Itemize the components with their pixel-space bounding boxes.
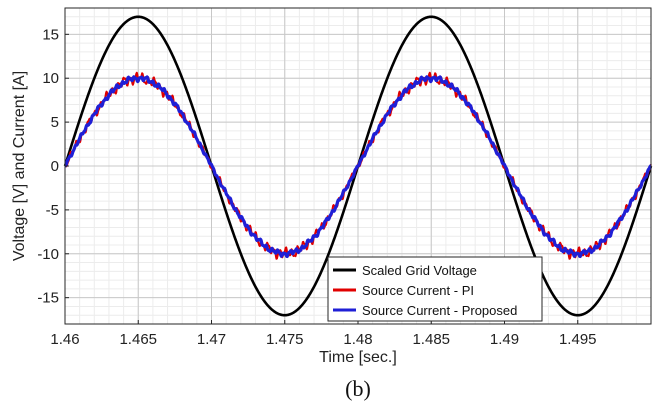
x-tick-label: 1.48: [343, 331, 372, 348]
y-tick-label: -15: [37, 290, 59, 307]
x-tick-label: 1.46: [50, 331, 79, 348]
legend: Scaled Grid Voltage Source Current - PI …: [327, 256, 543, 322]
y-tick-label: 10: [42, 70, 59, 87]
legend-box: [327, 256, 543, 322]
x-tick-label: 1.47: [197, 331, 226, 348]
x-tick-label: 1.495: [559, 331, 597, 348]
x-tick-label: 1.485: [412, 331, 450, 348]
y-axis: -15 -10 -5 0 5 10 15: [37, 26, 69, 307]
series-line-2: [63, 75, 653, 259]
x-axis: 1.46 1.465 1.47 1.475 1.48 1.485 1.49 1.495: [50, 320, 597, 348]
y-tick-label: -5: [46, 202, 59, 219]
legend-label-current-proposed: Source Current - Proposed: [362, 303, 517, 318]
x-tick-label: 1.465: [119, 331, 157, 348]
legend-label-current-pi: Source Current - PI: [362, 283, 474, 298]
x-tick-label: 1.49: [490, 331, 519, 348]
x-axis-label: Time [sec.]: [319, 349, 397, 366]
y-axis-label: Voltage [V] and Current [A]: [11, 71, 28, 261]
series-group: [63, 15, 653, 317]
y-tick-label: 5: [51, 114, 59, 131]
figure-caption: (b): [345, 376, 371, 401]
legend-label-grid-voltage: Scaled Grid Voltage: [362, 263, 477, 278]
x-tick-label: 1.475: [266, 331, 304, 348]
y-tick-label: -10: [37, 246, 59, 263]
y-tick-label: 0: [51, 158, 59, 175]
y-tick-label: 15: [42, 26, 59, 43]
